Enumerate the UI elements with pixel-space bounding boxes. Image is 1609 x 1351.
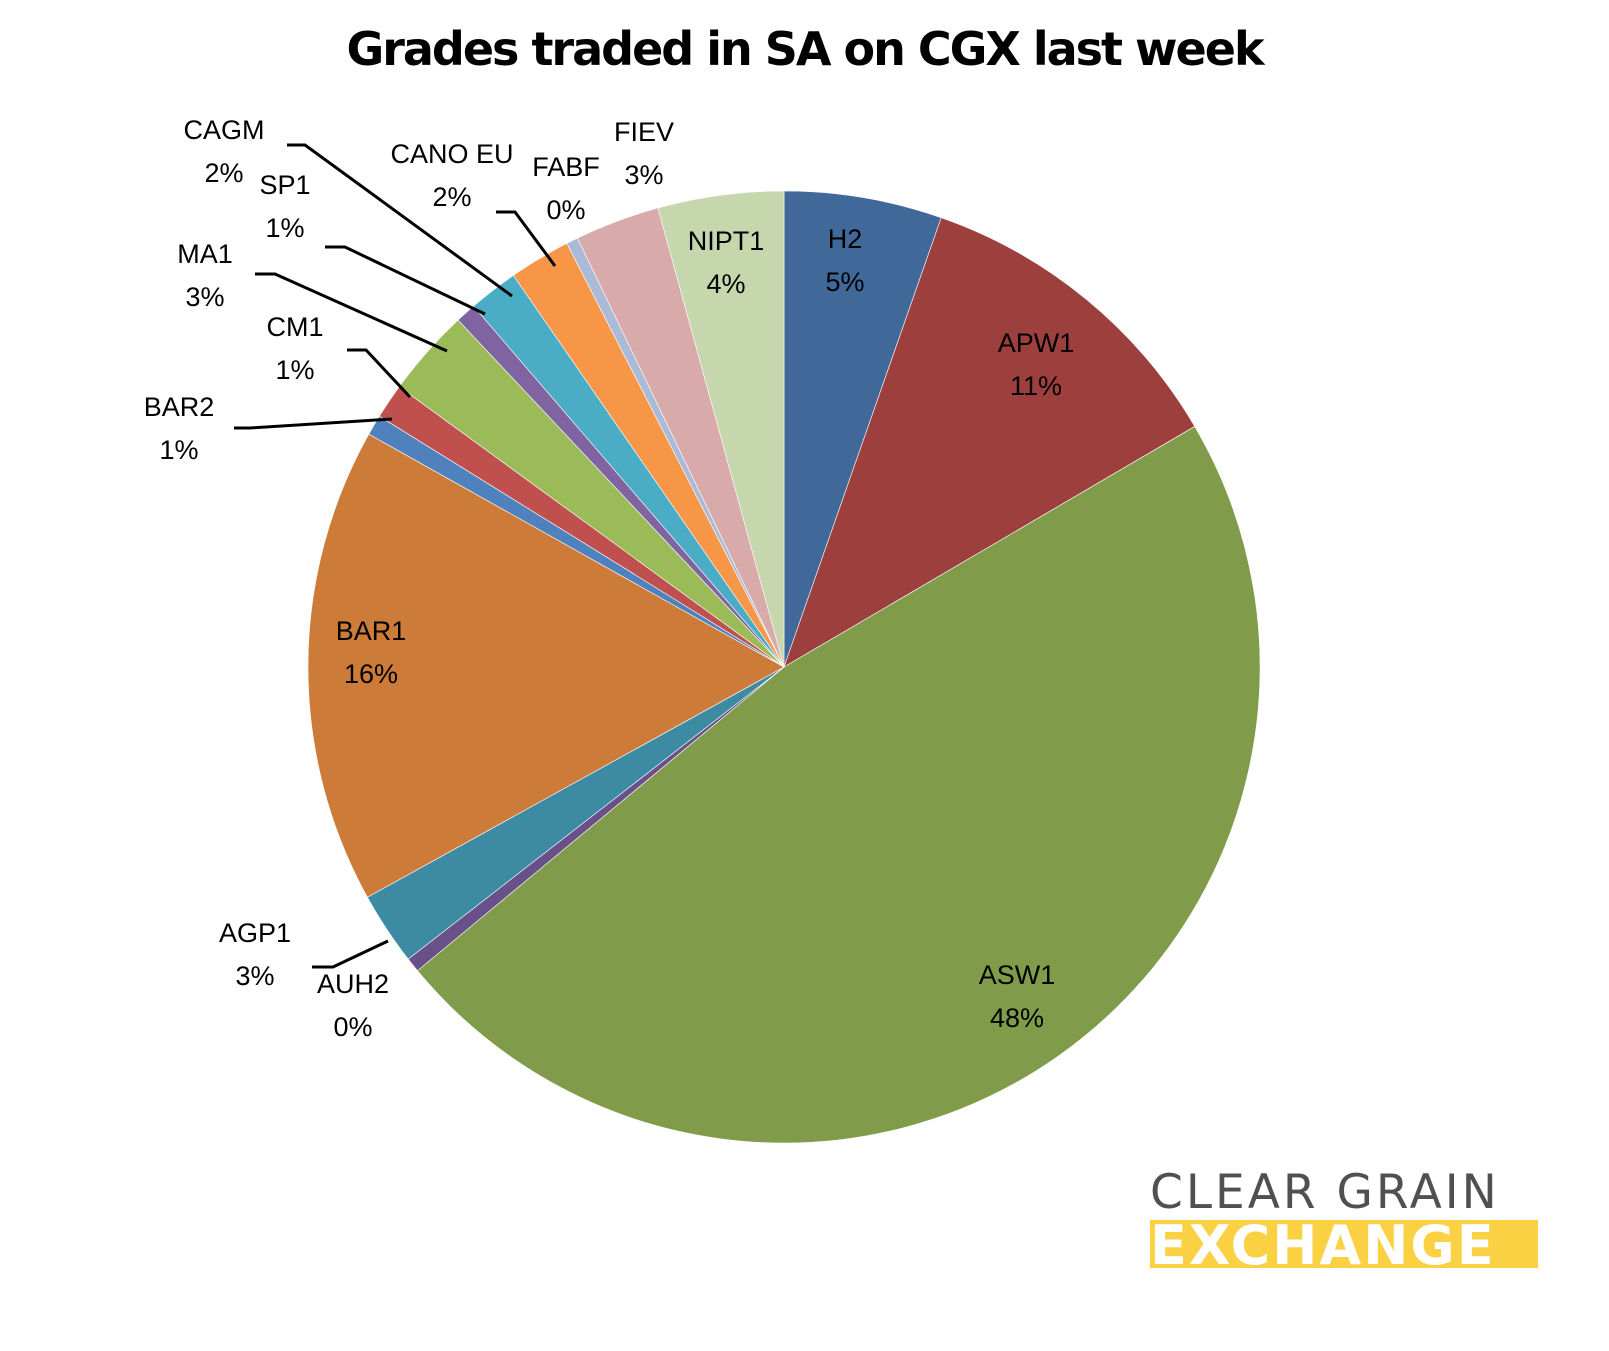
logo-bar: EXCHANGE xyxy=(1150,1220,1538,1268)
data-label-pct-bar2: 1% xyxy=(159,435,198,465)
data-label-pct-nipt1: 4% xyxy=(706,269,745,299)
leader-line-agp1 xyxy=(312,939,389,969)
data-label-agp1: AGP1 xyxy=(219,918,291,948)
data-label-pct-h2: 5% xyxy=(825,267,864,297)
leader-line-sp1 xyxy=(325,245,486,316)
data-label-pct-apw1: 11% xyxy=(1010,371,1062,401)
leader-line-ma1 xyxy=(255,272,448,353)
data-label-fiev: FIEV xyxy=(614,117,674,147)
data-label-pct-ma1: 3% xyxy=(185,282,224,312)
data-labels: H2 5% APW1 11% ASW1 48% AUH2 0% AGP1 3% BAR1 16% BAR… xyxy=(144,115,1075,1042)
data-label-bar1: BAR1 xyxy=(336,616,407,646)
data-label-fabf: FABF xyxy=(532,152,600,182)
pie-slice-nipt1 xyxy=(657,190,785,668)
leader-line-cagm xyxy=(287,143,513,298)
logo-line1: CLEAR GRAIN xyxy=(1150,1165,1500,1220)
data-label-cm1: CM1 xyxy=(266,312,323,342)
data-label-h2: H2 xyxy=(828,224,863,254)
data-label-pct-asw1: 48% xyxy=(990,1003,1044,1033)
data-label-pct-cm1: 1% xyxy=(275,355,314,385)
data-label-pct-bar1: 16% xyxy=(344,659,398,689)
logo-line2: EXCHANGE xyxy=(1150,1220,1496,1268)
data-label-pct-auh2: 0% xyxy=(333,1012,372,1042)
chart-title: Grades traded in SA on CGX last week xyxy=(346,22,1264,76)
data-label-pct-sp1: 1% xyxy=(265,213,304,243)
data-label-pct-agp1: 3% xyxy=(235,961,274,991)
data-label-apw1: APW1 xyxy=(998,328,1075,358)
data-label-ma1: MA1 xyxy=(177,239,233,269)
pie-slice-h2 xyxy=(783,190,942,668)
data-label-cagm: CAGM xyxy=(184,115,265,145)
data-label-sp1: SP1 xyxy=(259,170,310,200)
data-label-pct-cano-eu: 2% xyxy=(432,182,471,212)
data-label-pct-cagm: 2% xyxy=(204,158,243,188)
pie-slice-apw1 xyxy=(783,217,1196,668)
leader-lines xyxy=(234,143,557,969)
leader-line-bar2 xyxy=(234,417,393,430)
data-label-nipt1: NIPT1 xyxy=(688,226,765,256)
leader-line-cano-eu xyxy=(496,210,557,267)
data-label-asw1: ASW1 xyxy=(979,960,1056,990)
pie-slice-asw1 xyxy=(417,426,1261,1144)
data-label-auh2: AUH2 xyxy=(317,969,389,999)
data-label-bar2: BAR2 xyxy=(144,392,215,422)
data-label-cano-eu: CANO EU xyxy=(390,139,513,169)
data-label-pct-fiev: 3% xyxy=(624,160,663,190)
clear-grain-exchange-logo: CLEAR GRAIN EXCHANGE xyxy=(1150,1168,1540,1268)
pie-slice-bar1 xyxy=(307,433,785,898)
pie-slices xyxy=(307,190,1261,1144)
data-label-pct-fabf: 0% xyxy=(546,195,585,225)
leader-line-cm1 xyxy=(347,348,412,399)
